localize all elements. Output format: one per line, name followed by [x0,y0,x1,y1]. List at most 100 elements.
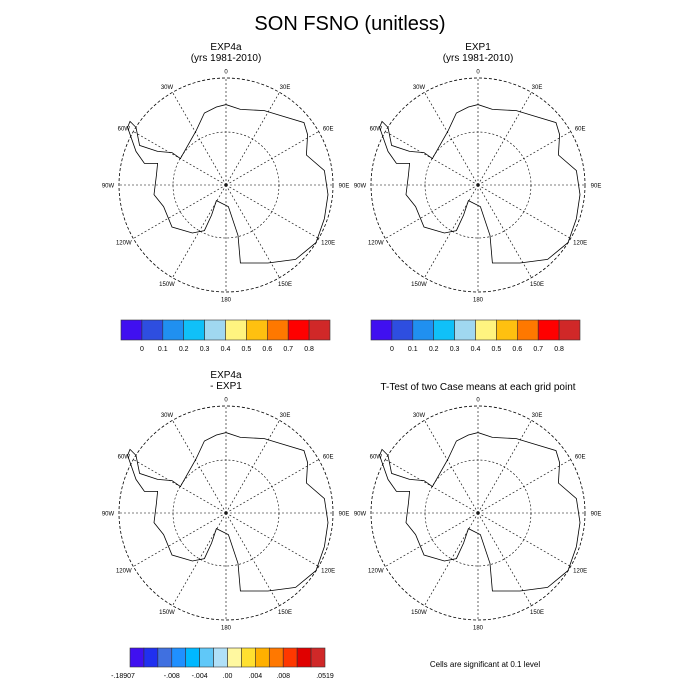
meridian-label: 30W [413,85,426,91]
meridian-label: 150W [159,610,175,616]
meridian-line [477,512,532,606]
meridian-label: 30E [532,413,543,419]
meridian-label: 30E [280,413,291,419]
meridian-line [225,184,280,278]
colorbar-label: 0.7 [283,346,293,353]
map-boundary [370,77,586,293]
colorbar-box [183,319,205,341]
colorbar-box [185,647,200,668]
meridian-label: 120W [116,241,132,247]
colorbar-panel-1: 0 0.1 0.2 0.3 0.4 0.5 0.6 0.7 0.8 [120,319,331,353]
panel2-years: (yrs 1981-2010) [442,53,514,64]
meridian-label: 30W [413,413,426,419]
meridian-line [225,512,319,567]
colorbar-label: .008 [276,673,290,680]
meridian-label: 150W [411,610,427,616]
colorbar-box [157,647,173,668]
colorbar-box [391,319,414,341]
colorbar-box [537,319,560,341]
meridian-line [424,92,479,186]
meridian-line [225,459,319,514]
colorbar-box [227,647,242,668]
colorbar-box [433,319,455,341]
colorbar-label: -.18907 [111,673,135,680]
colorbar-label: 0.7 [533,346,543,353]
meridian-line [477,184,532,278]
meridian-line [225,184,319,239]
colorbar-box [308,319,331,341]
meridian-line [385,512,479,567]
meridian-label: 90E [339,512,350,518]
polar-map-panel-1: 0 30E 60E 90E 120E 150E 180 150W 120W 90W 60W 30W [102,70,350,304]
panel1-title: EXP4a (yrs 1981-2010) [191,42,262,64]
meridian-label: 60E [575,127,586,133]
meridian-label: 60E [575,455,586,461]
meridian-label: 0 [224,70,228,76]
panel2-title: EXP1 (yrs 1981-2010) [443,42,514,64]
meridian-label: 90E [591,184,602,190]
meridian-label: 30W [161,413,174,419]
colorbar-difference: -.18907 -.008 -.004 .00 .004 .008 .0519 [111,647,334,680]
meridian-label: 90W [102,512,115,518]
colorbar-label: 0.2 [179,346,189,353]
colorbar-label: 0.1 [408,346,418,353]
map-boundary [370,405,586,621]
antarctica-coastline [127,432,329,592]
colorbar-box [241,647,256,668]
panel3-title: EXP4a - EXP1 [210,370,242,392]
colorbar-box [204,319,226,341]
meridian-label: 120E [321,241,335,247]
colorbar-box [558,319,581,341]
colorbar-box [199,647,214,668]
meridian-label: 0 [476,398,480,404]
colorbar-label: 0.2 [429,346,439,353]
colorbar-box [255,647,270,668]
meridian-label: 60W [370,127,383,133]
colorbar-label: -.004 [192,673,208,680]
colorbar-label: 0 [140,346,144,353]
panel3-case-a: EXP4a [210,370,242,381]
meridian-label: 60E [323,455,334,461]
map-boundary [118,77,334,293]
meridian-label: 120W [368,241,384,247]
meridian-line [225,92,280,186]
colorbar-label: 0.5 [242,346,252,353]
meridian-line [477,459,571,514]
meridian-label: 120E [573,241,587,247]
colorbar-box [496,319,518,341]
meridian-line [385,184,479,239]
figure-title: SON FSNO (unitless) [254,13,446,35]
meridian-line [424,420,479,514]
meridian-label: 60W [118,455,131,461]
antarctica-coastline [127,104,329,264]
colorbar-label: 0.6 [512,346,522,353]
colorbar-box [268,647,284,668]
colorbar-box [282,647,298,668]
meridian-label: 120E [573,569,587,575]
meridian-label: 60E [323,127,334,133]
colorbar-box [162,319,185,341]
meridian-label: 180 [473,298,484,304]
map-boundary [118,405,334,621]
colorbar-label: 0.4 [471,346,481,353]
meridian-label: 150E [530,610,544,616]
colorbar-label: .00 [223,673,233,680]
colorbar-box [246,319,268,341]
meridian-line [477,420,532,514]
meridian-line [225,512,280,606]
meridian-line [477,92,532,186]
meridian-label: 180 [221,626,232,632]
colorbar-label: 0.3 [200,346,210,353]
polar-map-panel-3: 0 30E 60E 90E 120E 150E 180 150W 120W 90W 60W 30W [102,398,350,632]
meridian-line [477,184,571,239]
meridian-label: 120W [368,569,384,575]
antarctica-coastline [379,432,581,592]
colorbar-box [225,319,247,341]
colorbar-panel-2: 0 0.1 0.2 0.3 0.4 0.5 0.6 0.7 0.8 [370,319,581,353]
colorbar-label: 0.3 [450,346,460,353]
colorbar-box [143,647,159,668]
colorbar-label: 0.1 [158,346,168,353]
colorbar-box [120,319,143,341]
colorbar-label: 0 [390,346,394,353]
